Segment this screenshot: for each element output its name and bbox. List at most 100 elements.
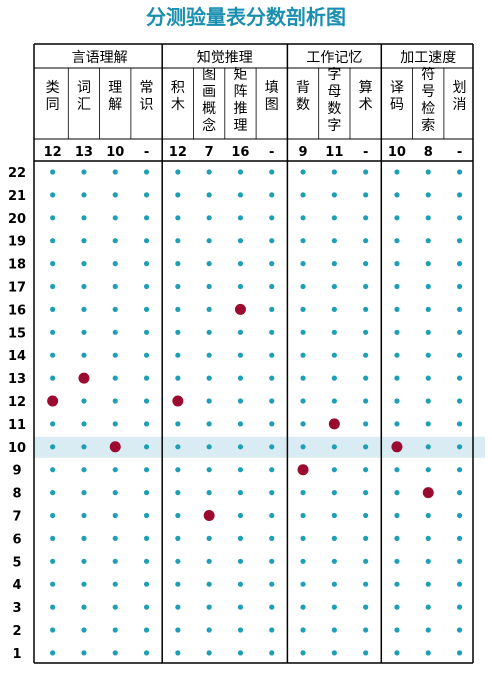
grid-dot	[394, 421, 400, 427]
grid-dot	[425, 375, 431, 381]
subtest-name-char: 解	[108, 97, 122, 113]
grid-dot	[300, 283, 306, 290]
grid-dot	[363, 238, 369, 244]
grid-dot	[394, 329, 400, 335]
grid-dot	[175, 375, 181, 381]
y-tick-label: 14	[8, 349, 26, 364]
grid-dot	[112, 192, 118, 198]
grid-dot	[363, 215, 369, 221]
grid-dot	[425, 306, 431, 312]
grid-dot	[206, 238, 212, 244]
subtest-name-char: 类	[46, 80, 60, 96]
grid-dot	[269, 650, 275, 656]
grid-dot	[269, 261, 275, 267]
grid-dot	[143, 306, 150, 312]
grid-dot	[206, 352, 212, 358]
grid-dot	[143, 215, 150, 221]
grid-dot	[237, 467, 244, 473]
grid-dot	[237, 352, 244, 358]
grid-dot	[363, 490, 369, 496]
score-marker	[234, 303, 246, 315]
grid-dot	[175, 627, 181, 633]
subtest-score: 11	[325, 145, 343, 160]
grid-dot	[331, 444, 337, 450]
grid-dot	[456, 329, 463, 335]
subtest-name-char: 推	[233, 101, 247, 117]
grid-dot	[269, 627, 275, 633]
grid-dot	[143, 375, 150, 381]
grid-dot	[269, 512, 275, 519]
grid-dot	[206, 604, 212, 610]
subtest-score: 16	[231, 145, 249, 160]
grid-dot	[425, 329, 431, 335]
grid-dot	[331, 215, 337, 221]
subtest-score: 8	[424, 145, 433, 160]
grid-dot	[81, 215, 87, 221]
grid-dot	[50, 627, 56, 633]
grid-dot	[206, 261, 212, 267]
grid-dot	[363, 512, 369, 519]
grid-dot	[175, 467, 181, 473]
grid-dot	[81, 398, 87, 404]
grid-dot	[81, 283, 87, 290]
grid-dot	[425, 512, 431, 519]
grid-dot	[394, 283, 400, 290]
grid-dot	[425, 604, 431, 610]
grid-dot	[456, 238, 463, 244]
score-marker	[297, 464, 309, 476]
grid-dot	[269, 535, 275, 542]
grid-dot	[331, 283, 337, 290]
grid-dot	[456, 627, 463, 633]
grid-dot	[363, 627, 369, 633]
grid-dot	[363, 467, 369, 473]
grid-dot	[175, 192, 181, 198]
grid-dot	[143, 238, 150, 244]
grid-dot	[331, 238, 337, 244]
grid-dot	[50, 283, 56, 290]
grid-dot	[331, 650, 337, 656]
grid-dot	[112, 490, 118, 496]
subtest-name-char: 图	[265, 97, 279, 113]
subtest-name-char: 数	[327, 101, 341, 117]
subtest-name-char: 阵	[233, 84, 247, 100]
grid-dot	[112, 261, 118, 267]
grid-dot	[331, 512, 337, 519]
subtest-name-char: 索	[421, 117, 435, 134]
grid-dot	[112, 604, 118, 610]
grid-dot	[300, 375, 306, 381]
grid-dot	[206, 581, 212, 587]
grid-dot	[143, 490, 150, 496]
grid-dot	[425, 421, 431, 427]
grid-dot	[206, 169, 212, 175]
grid-dot	[331, 169, 337, 175]
grid-dot	[81, 650, 87, 656]
grid-dot	[237, 329, 244, 335]
grid-dot	[425, 650, 431, 656]
grid-dot	[269, 283, 275, 290]
y-tick-label: 17	[8, 281, 26, 296]
grid-dot	[456, 398, 463, 404]
grid-dot	[81, 421, 87, 427]
grid-dot	[363, 261, 369, 267]
grid-dot	[394, 375, 400, 381]
grid-dot	[175, 581, 181, 587]
grid-dot	[394, 650, 400, 656]
grid-dot	[394, 215, 400, 221]
grid-dot	[300, 169, 306, 175]
grid-dot	[363, 352, 369, 358]
score-marker	[203, 510, 215, 521]
subtest-name-char: 码	[390, 97, 404, 113]
grid-dot	[363, 558, 369, 564]
grid-dot	[394, 604, 400, 610]
grid-dot	[394, 238, 400, 244]
grid-dot	[394, 352, 400, 358]
subtest-name-char: 图	[202, 67, 216, 83]
grid-dot	[300, 581, 306, 587]
grid-dot	[206, 490, 212, 496]
grid-dot	[394, 467, 400, 473]
subtest-score: -	[269, 145, 274, 160]
grid-dot	[363, 421, 369, 427]
subtest-name-char: 识	[140, 97, 154, 113]
grid-dot	[143, 169, 150, 175]
grid-dot	[237, 283, 244, 290]
